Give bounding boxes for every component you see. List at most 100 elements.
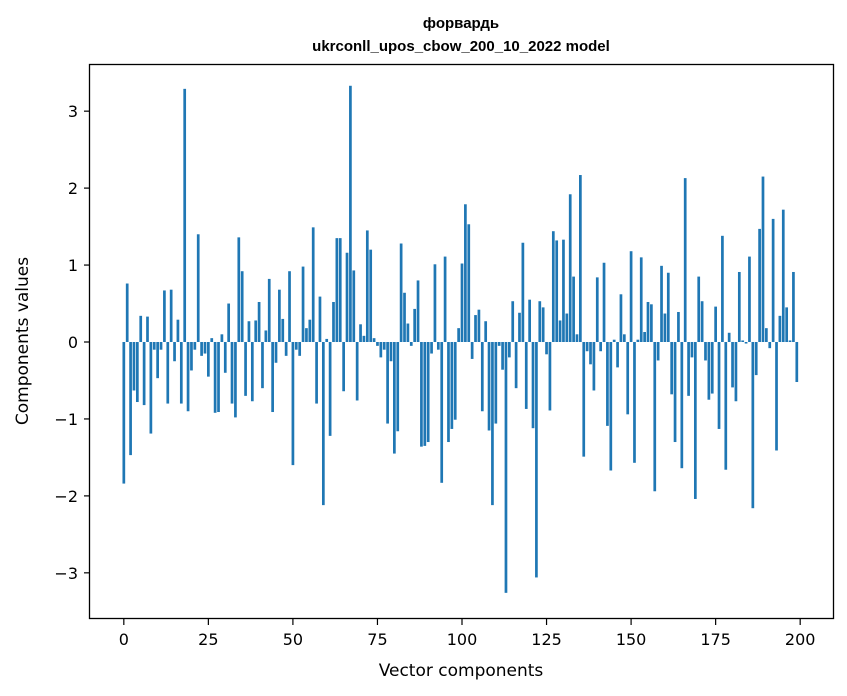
y-axis-label: Components values xyxy=(13,257,33,425)
bar-190 xyxy=(765,328,768,342)
bar-171 xyxy=(700,301,704,342)
bar-27 xyxy=(213,342,217,413)
bar-154 xyxy=(643,332,646,342)
bar-165 xyxy=(680,342,684,469)
bar-191 xyxy=(768,342,772,349)
bar-41 xyxy=(261,342,264,389)
bar-176 xyxy=(717,342,721,429)
bar-96 xyxy=(447,342,450,443)
bar-90 xyxy=(426,342,430,443)
bar-140 xyxy=(595,277,599,342)
bar-62 xyxy=(332,301,335,342)
bar-156 xyxy=(650,304,653,342)
bar-84 xyxy=(406,323,410,342)
bar-177 xyxy=(721,235,724,342)
bar-198 xyxy=(792,271,795,342)
bar-174 xyxy=(710,342,714,394)
bar-92 xyxy=(433,264,437,342)
bar-125 xyxy=(545,342,548,355)
bar-9 xyxy=(152,342,156,350)
bar-56 xyxy=(311,227,315,342)
y-tick-label: 1 xyxy=(68,256,78,275)
bar-153 xyxy=(639,257,643,342)
y-axis-ticks: −3 −2 −1 0 1 2 3 xyxy=(54,102,90,583)
bar-63 xyxy=(335,238,339,343)
bar-139 xyxy=(592,342,596,391)
bar-43 xyxy=(267,278,271,342)
bar-114 xyxy=(507,342,511,358)
bar-34 xyxy=(237,237,241,342)
bar-150 xyxy=(629,251,633,342)
bar-6 xyxy=(142,342,146,406)
bar-74 xyxy=(372,338,376,342)
chart-title: форвардь ukrconll_upos_cbow_200_10_2022 … xyxy=(312,15,610,55)
bar-146 xyxy=(616,342,619,368)
bar-16 xyxy=(176,319,180,342)
bar-39 xyxy=(254,320,258,342)
bar-107 xyxy=(484,321,488,342)
bar-110 xyxy=(494,342,498,424)
bar-175 xyxy=(714,306,717,342)
bar-26 xyxy=(210,338,214,342)
bar-188 xyxy=(758,228,761,342)
bar-195 xyxy=(781,209,785,342)
bar-87 xyxy=(416,280,420,342)
bar-142 xyxy=(602,262,606,342)
bar-91 xyxy=(430,342,433,354)
bar-73 xyxy=(369,249,373,342)
bar-76 xyxy=(379,342,383,358)
bar-65 xyxy=(342,342,345,392)
bar-187 xyxy=(754,342,758,376)
bar-68 xyxy=(352,270,356,342)
bar-99 xyxy=(457,328,460,342)
bar-183 xyxy=(741,340,745,342)
bar-168 xyxy=(690,342,694,358)
bar-158 xyxy=(656,342,660,361)
bar-23 xyxy=(200,342,203,356)
bar-12 xyxy=(163,290,166,342)
bar-53 xyxy=(301,266,305,342)
bar-50 xyxy=(291,342,295,466)
bar-14 xyxy=(169,289,173,342)
bar-45 xyxy=(274,342,278,363)
bar-127 xyxy=(551,231,555,342)
bar-19 xyxy=(186,342,190,412)
bar-25 xyxy=(207,342,210,377)
bar-48 xyxy=(284,342,288,356)
bar-2 xyxy=(129,342,132,456)
x-tick-label: 50 xyxy=(283,630,303,649)
bar-42 xyxy=(264,330,268,342)
bar-89 xyxy=(423,342,427,446)
bar-145 xyxy=(612,339,616,342)
bar-134 xyxy=(575,334,579,342)
bar-85 xyxy=(409,342,413,346)
x-tick-label: 25 xyxy=(198,630,218,649)
bar-1 xyxy=(125,283,129,342)
x-tick-label: 0 xyxy=(119,630,129,649)
bar-4 xyxy=(135,342,139,403)
bar-28 xyxy=(217,342,220,413)
x-tick-label: 125 xyxy=(531,630,562,649)
bar-162 xyxy=(670,342,674,395)
bar-60 xyxy=(325,338,329,342)
bar-31 xyxy=(227,303,231,342)
bar-83 xyxy=(403,292,406,342)
bar-172 xyxy=(704,342,707,361)
bar-118 xyxy=(521,242,525,342)
bar-185 xyxy=(748,256,751,342)
bar-106 xyxy=(480,342,484,412)
bar-133 xyxy=(572,276,575,342)
y-tick-label: −2 xyxy=(54,487,78,506)
x-tick-label: 150 xyxy=(616,630,647,649)
bar-80 xyxy=(393,342,396,454)
bar-121 xyxy=(531,342,535,429)
bar-129 xyxy=(558,320,562,342)
bar-157 xyxy=(653,342,657,492)
bar-29 xyxy=(220,334,224,342)
bar-51 xyxy=(294,342,298,350)
bar-119 xyxy=(524,342,528,409)
bar-37 xyxy=(247,321,251,342)
bar-32 xyxy=(230,342,234,404)
bar-144 xyxy=(609,342,613,471)
bar-184 xyxy=(744,342,748,344)
